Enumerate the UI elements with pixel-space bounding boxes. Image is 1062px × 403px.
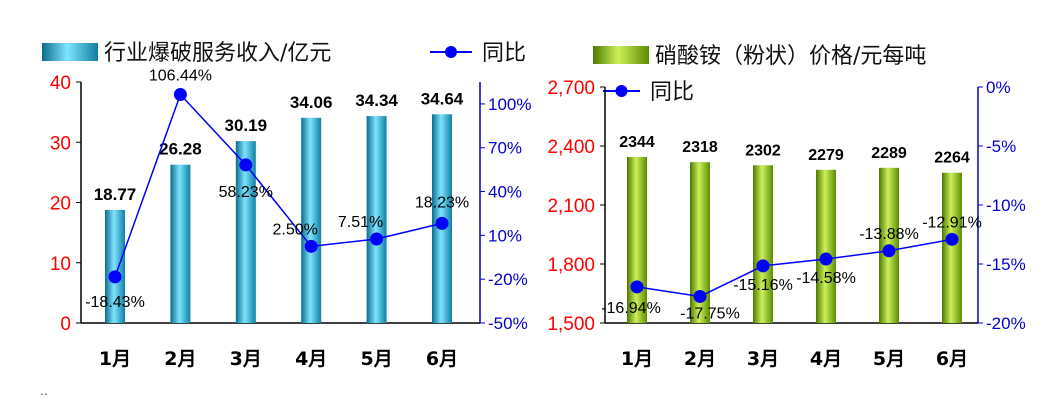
category-label: 6月: [936, 348, 968, 370]
left-tick-label: 40: [50, 73, 71, 94]
bar: [627, 157, 647, 323]
right-tick-label: -20%: [488, 270, 528, 289]
yoy-value-label: -13.88%: [859, 226, 919, 243]
right-tick-label: 100%: [488, 95, 531, 114]
bar: [105, 209, 125, 323]
bar: [690, 162, 710, 323]
legend-line-marker: [445, 46, 457, 58]
yoy-value-label: -17.75%: [680, 305, 740, 322]
bar-value-label: 2344: [619, 134, 655, 151]
category-label: 1月: [99, 348, 131, 370]
left-tick-label: 1,800: [547, 255, 595, 276]
yoy-line: [636, 238, 953, 298]
yoy-value-label: -12.91%: [922, 214, 982, 231]
category-label: 4月: [295, 348, 327, 370]
yoy-point: [756, 259, 770, 273]
yoy-point: [435, 216, 449, 230]
bar-value-label: 2289: [871, 145, 907, 162]
left-tick-label: 10: [50, 254, 71, 275]
yoy-point: [173, 88, 187, 102]
legend-bar-swatch: [42, 43, 98, 61]
yoy-point: [882, 244, 896, 258]
yoy-point: [239, 158, 253, 172]
right-tick-label: 0%: [986, 78, 1011, 97]
yoy-value-label: -16.94%: [601, 300, 661, 317]
left-tick-label: 2,400: [547, 137, 595, 158]
bar-value-label: 26.28: [159, 140, 202, 159]
bar-value-label: 34.64: [421, 89, 464, 108]
chart-left-revenue: 行业爆破服务收入/亿元 同比 0 10 20 30 40 -50% -20% 10% 40% 70% 1…: [42, 41, 531, 370]
yoy-point: [370, 232, 384, 246]
bar: [235, 141, 256, 323]
legend-line-marker: [615, 85, 628, 97]
yoy-value-label: -18.43%: [85, 294, 145, 311]
category-label: 2月: [164, 348, 196, 370]
left-tick-label: 30: [50, 133, 71, 154]
bar: [942, 172, 962, 323]
yoy-point: [819, 252, 833, 266]
legend-bar-swatch: [593, 46, 649, 64]
yoy-value-label: 2.50%: [273, 221, 318, 238]
right-tick-label: -20%: [986, 314, 1026, 333]
right-tick-label: -50%: [488, 314, 528, 333]
category-label: 5月: [873, 348, 905, 370]
category-label: 6月: [426, 348, 458, 370]
bar: [816, 169, 836, 323]
bar: [170, 164, 191, 323]
yoy-line: [114, 93, 443, 278]
yoy-point: [630, 280, 644, 294]
bar-value-label: 2264: [934, 150, 970, 167]
yoy-point: [304, 239, 318, 253]
right-tick-label: 10%: [488, 226, 522, 245]
footer-dots: ..: [40, 384, 48, 398]
right-tick-label: 70%: [488, 139, 522, 158]
yoy-value-label: 18.23%: [415, 194, 469, 211]
yoy-value-label: -15.16%: [733, 277, 793, 294]
yoy-point: [693, 289, 707, 303]
yoy-value-label: 106.44%: [149, 68, 212, 85]
yoy-point: [945, 232, 959, 246]
category-label: 3月: [230, 348, 262, 370]
right-tick-label: -10%: [986, 196, 1026, 215]
left-tick-label: 20: [50, 194, 71, 215]
bar-value-label: 2302: [745, 142, 781, 159]
bar-value-label: 30.19: [225, 116, 268, 135]
category-label: 5月: [360, 348, 392, 370]
legend-line-label: 同比: [482, 41, 526, 66]
yoy-value-label: -14.58%: [796, 270, 856, 287]
left-tick-label: 2,100: [547, 196, 595, 217]
category-label: 1月: [621, 348, 653, 370]
bar-value-label: 2279: [808, 147, 844, 164]
bar-value-label: 34.06: [290, 93, 333, 112]
bar: [301, 117, 322, 323]
left-tick-label: 0: [60, 314, 71, 335]
category-label: 3月: [747, 348, 779, 370]
bar: [366, 116, 387, 323]
legend-line-label: 同比: [650, 80, 694, 105]
legend-bar-label: 行业爆破服务收入/亿元: [104, 41, 331, 66]
category-label: 2月: [684, 348, 716, 370]
bar-value-label: 18.77: [94, 185, 137, 204]
bar-value-label: 2318: [682, 139, 718, 156]
right-tick-label: -5%: [986, 137, 1016, 156]
bar-value-label: 34.34: [355, 91, 398, 110]
bar: [753, 165, 773, 323]
legend-bar-label: 硝酸铵（粉状）价格/元每吨: [655, 44, 926, 69]
left-tick-label: 2,700: [547, 78, 595, 99]
yoy-value-label: 7.51%: [338, 214, 383, 231]
category-label: 4月: [810, 348, 842, 370]
left-tick-label: 1,500: [547, 314, 595, 335]
yoy-value-label: 58.23%: [219, 184, 273, 201]
right-tick-label: 40%: [488, 183, 522, 202]
yoy-point: [108, 270, 122, 284]
right-tick-label: -15%: [986, 255, 1026, 274]
